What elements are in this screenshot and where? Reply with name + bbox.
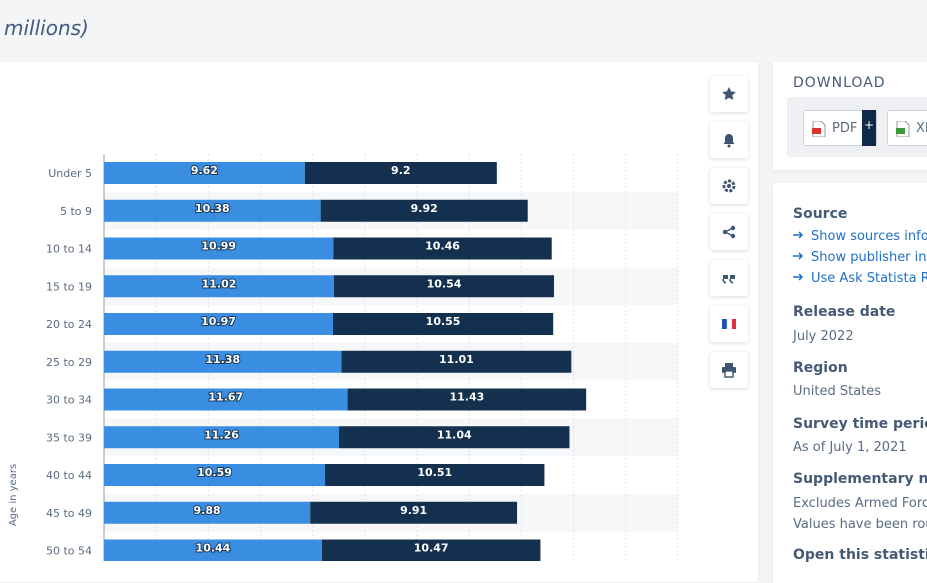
chart: Under 5 9.62 9.2 5 to 9 10.38 9.92 10 to 14 10.… xyxy=(8,154,679,561)
y-tick-label: 25 to 29 xyxy=(46,356,92,369)
y-tick-label: 10 to 14 xyxy=(46,243,92,256)
value-label: 11.02 xyxy=(202,277,237,290)
bar xyxy=(104,199,321,222)
value-label: 9.92 xyxy=(411,202,438,215)
bar xyxy=(332,313,554,335)
bar xyxy=(334,275,555,298)
download-title: DOWNLOAD xyxy=(793,75,886,91)
share-button[interactable] xyxy=(710,214,748,250)
value-label: 10.99 xyxy=(201,240,236,253)
source-link-text: Show publisher inf xyxy=(811,250,927,265)
value-label: 9.88 xyxy=(194,504,221,517)
bar xyxy=(104,388,348,411)
value-label: 11.26 xyxy=(204,428,239,441)
chart-card: Under 5 9.62 9.2 5 to 9 10.38 9.92 10 to 14 10.… xyxy=(0,62,758,582)
y-tick-label: 15 to 19 xyxy=(46,280,92,293)
value-label: 11.01 xyxy=(439,353,474,366)
bar xyxy=(304,162,497,184)
value-label: 10.59 xyxy=(197,466,232,479)
value-label: 11.67 xyxy=(208,391,243,404)
arrow-icon xyxy=(793,252,804,260)
y-tick-label: 35 to 39 xyxy=(46,431,92,444)
y-tick-label: 20 to 24 xyxy=(46,318,92,331)
open-title[interactable]: Open this statistic xyxy=(793,547,927,563)
bar xyxy=(104,464,326,486)
pdf-plus[interactable]: + xyxy=(862,110,876,146)
value-label: 9.62 xyxy=(191,164,218,177)
bar xyxy=(347,388,587,411)
y-tick-label: 50 to 54 xyxy=(46,545,92,558)
note: Excludes Armed Force xyxy=(793,496,927,511)
value-label: 10.55 xyxy=(426,315,461,328)
y-tick-label: 40 to 44 xyxy=(46,469,92,482)
notes-title: Supplementary no xyxy=(793,471,927,487)
xls-button[interactable]: XL xyxy=(887,110,927,146)
bar xyxy=(320,199,528,222)
value-label: 10.97 xyxy=(201,315,236,328)
value-label: 10.38 xyxy=(195,202,230,215)
subtitle: millions) xyxy=(4,16,89,40)
value-label: 10.44 xyxy=(196,542,231,555)
bar xyxy=(104,426,340,449)
arrow-icon xyxy=(793,273,804,281)
favorite-button[interactable] xyxy=(710,76,748,112)
value-label: 11.04 xyxy=(437,428,472,441)
value-label: 9.91 xyxy=(400,504,427,517)
bar xyxy=(104,237,334,260)
detail-label: Region xyxy=(793,360,848,376)
detail-value: July 2022 xyxy=(793,329,854,344)
value-label: 9.2 xyxy=(391,164,411,177)
bar xyxy=(321,539,541,561)
value-label: 10.46 xyxy=(425,240,460,253)
value-label: 11.43 xyxy=(449,391,484,404)
notification-button[interactable] xyxy=(710,122,748,158)
download-card: DOWNLOAD PDF + XL xyxy=(773,62,927,170)
page: millions) Under 5 9.62 9.2 5 to 9 10.38 9.92 1… xyxy=(0,16,927,583)
bar xyxy=(104,162,305,184)
bar xyxy=(339,426,570,449)
y-tick-label: 5 to 9 xyxy=(60,205,92,218)
detail-value: United States xyxy=(793,384,882,399)
bar xyxy=(325,464,545,486)
arrow-icon xyxy=(793,231,804,239)
y-tick-label: 30 to 34 xyxy=(46,394,92,407)
value-label: 10.54 xyxy=(427,277,462,290)
y-tick-label: 45 to 49 xyxy=(46,507,92,520)
value-label: 11.38 xyxy=(205,353,240,366)
source-title: Source xyxy=(793,206,848,222)
xls-label: XL xyxy=(916,121,927,136)
cite-button[interactable] xyxy=(710,260,748,296)
settings-button[interactable] xyxy=(710,168,748,204)
y-tick-label: Under 5 xyxy=(48,167,92,180)
print-button[interactable] xyxy=(710,352,748,388)
pdf-label: PDF xyxy=(832,121,858,136)
bar xyxy=(333,237,552,260)
y-axis-label: Age in years xyxy=(8,464,19,526)
bar xyxy=(104,313,333,335)
detail-label: Survey time perio xyxy=(793,416,927,432)
pdf-icon xyxy=(812,121,826,137)
bar xyxy=(104,350,342,373)
language-button[interactable] xyxy=(710,306,748,342)
info-card: Source Show sources info Show publisher i… xyxy=(773,183,927,583)
detail-value: As of July 1, 2021 xyxy=(793,440,907,455)
pdf-button[interactable]: PDF + xyxy=(803,110,877,146)
bar xyxy=(104,539,322,561)
note: Values have been rou xyxy=(793,517,927,532)
source-link-text: Show sources info xyxy=(811,229,927,244)
source-link[interactable]: Show sources info xyxy=(793,229,927,244)
xls-icon xyxy=(896,121,910,137)
value-label: 10.47 xyxy=(414,542,449,555)
source-link[interactable]: Use Ask Statista Re xyxy=(793,271,927,286)
source-link-text: Use Ask Statista Re xyxy=(811,271,927,286)
bar xyxy=(341,350,572,373)
detail-label: Release date xyxy=(793,304,896,320)
bar xyxy=(104,275,335,298)
bar xyxy=(104,501,311,524)
bar xyxy=(310,501,518,524)
source-link[interactable]: Show publisher inf xyxy=(793,250,927,265)
value-label: 10.51 xyxy=(417,466,452,479)
